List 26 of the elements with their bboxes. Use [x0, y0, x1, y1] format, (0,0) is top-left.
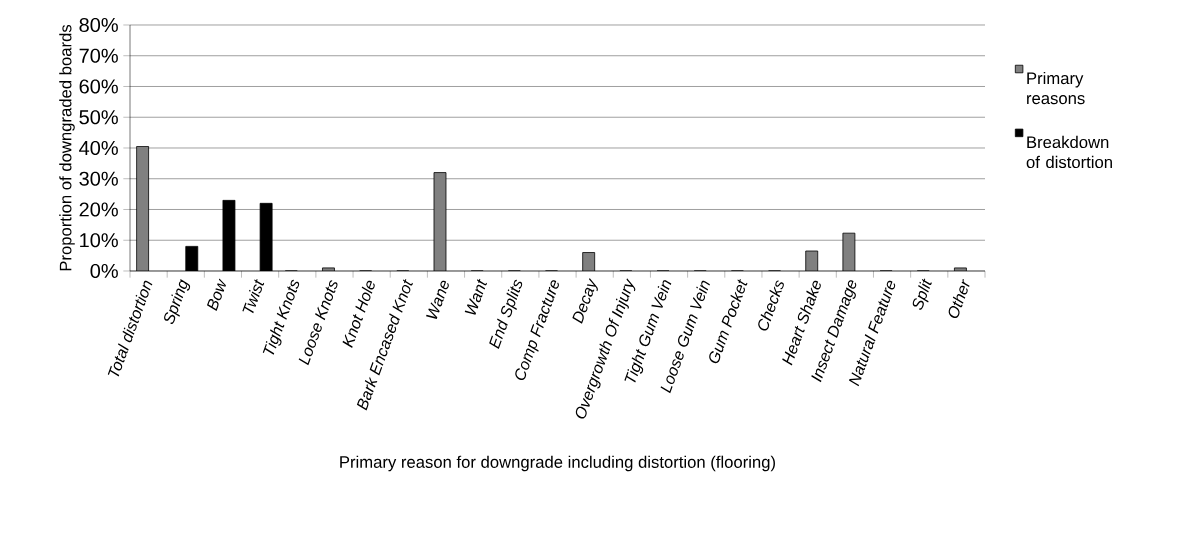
y-tick-label: 80%: [79, 17, 118, 33]
x-tick-label: Want: [464, 278, 487, 315]
y-tick-label: 30%: [79, 171, 118, 186]
x-tick-label: Knot Hole: [342, 280, 375, 348]
y-tick-label: 60%: [79, 79, 118, 94]
x-tick-label: Other: [948, 278, 970, 318]
x-tick-label: End Splits: [489, 279, 523, 350]
x-tick-label: Loose Knots: [298, 280, 338, 366]
x-tick-label: Spring: [164, 279, 191, 325]
x-tick-label: Gum Pocket: [709, 278, 748, 364]
y-tick-label: 0%: [90, 263, 118, 279]
x-tick-label: Twist: [242, 278, 265, 314]
legend-label: Primary reasons: [1027, 71, 1085, 105]
y-tick-label: 40%: [79, 140, 118, 156]
x-tick-label: Checks: [758, 280, 784, 331]
x-tick-label: Split: [912, 278, 932, 310]
y-tick-label: 70%: [79, 48, 118, 63]
x-tick-label: Wane: [426, 280, 449, 319]
legend-label: Breakdown of distortion: [1026, 135, 1112, 169]
y-axis-title: Proportion of downgraded boards: [59, 24, 75, 271]
y-tick-label: 50%: [79, 110, 118, 125]
y-tick-label: 20%: [79, 202, 118, 217]
y-tick-label: 10%: [80, 233, 118, 248]
x-tick-label: Bow: [206, 278, 226, 312]
x-axis-title: Primary reason for downgrade including distortion (flooring): [340, 455, 775, 472]
x-tick-label: Decay: [572, 278, 598, 324]
